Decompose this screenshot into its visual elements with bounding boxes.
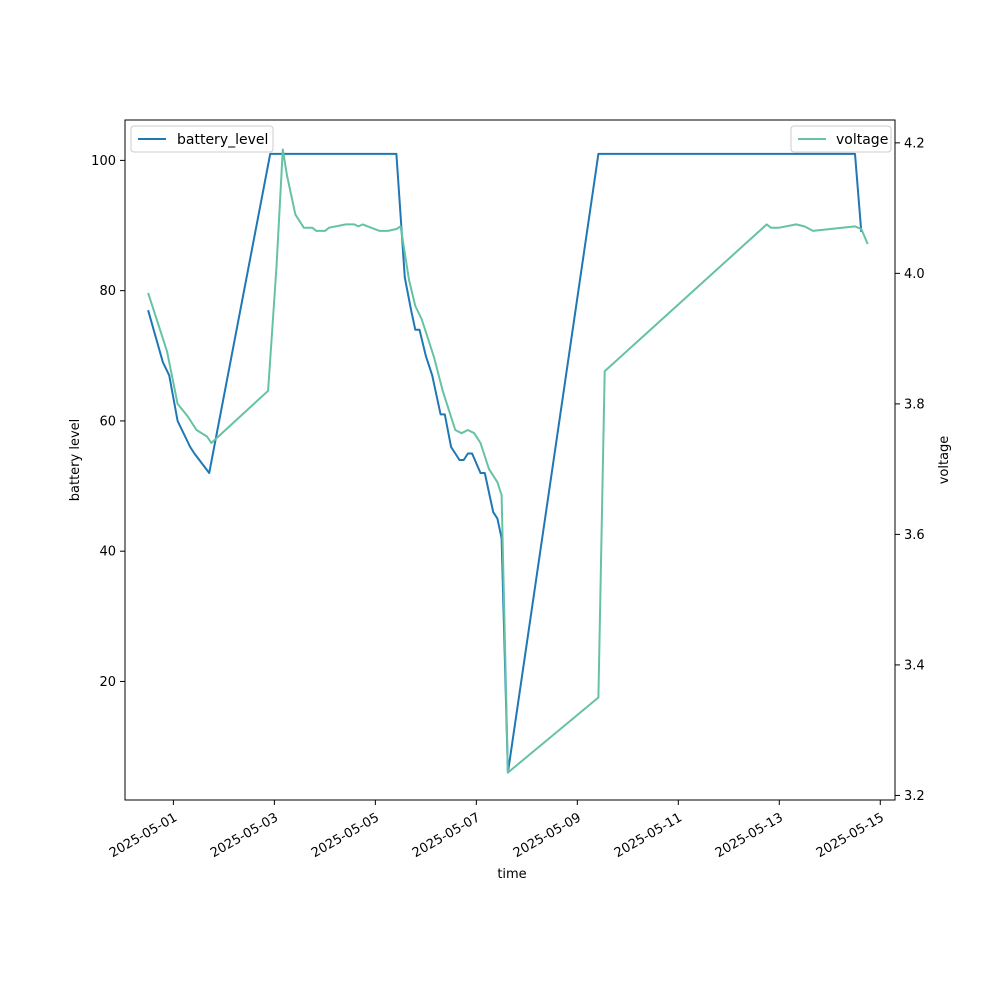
axes-frame	[124, 119, 896, 801]
series-line-voltage	[147, 148, 869, 774]
y-left-tick-label: 80	[99, 284, 116, 299]
legend-right-label: voltage	[836, 132, 888, 148]
legend-left-label: battery_level	[177, 132, 268, 148]
y-left-tick-label: 40	[99, 545, 116, 560]
x-axis-label: time	[497, 867, 526, 882]
series-line-battery-level	[147, 152, 863, 774]
y-right-tick-label: 4.0	[904, 267, 925, 282]
y-right-tick-label: 3.4	[904, 658, 925, 673]
y-left-tick-label: 20	[99, 675, 116, 690]
y-left-tick-label: 100	[91, 154, 116, 169]
y-right-tick-label: 3.8	[904, 397, 925, 412]
legend-right-box	[790, 125, 892, 153]
y-left-axis-label: battery level	[68, 419, 83, 502]
y-left-tick-label: 60	[99, 414, 116, 429]
legend-left-box	[130, 125, 274, 153]
y-right-tick-label: 4.2	[904, 136, 925, 151]
legend-right: voltage	[790, 125, 892, 153]
y-right-axis-ticks: 3.2 3.4 3.6 3.8 4.0 4.2	[895, 136, 925, 804]
y-right-tick-label: 3.6	[904, 528, 925, 543]
legend-left: battery_level	[130, 125, 274, 153]
y-left-axis-ticks: 20 40 60 80 100	[91, 154, 125, 690]
plot-area	[147, 148, 869, 774]
y-right-axis-label: voltage	[937, 436, 952, 485]
y-right-tick-label: 3.2	[904, 789, 925, 804]
